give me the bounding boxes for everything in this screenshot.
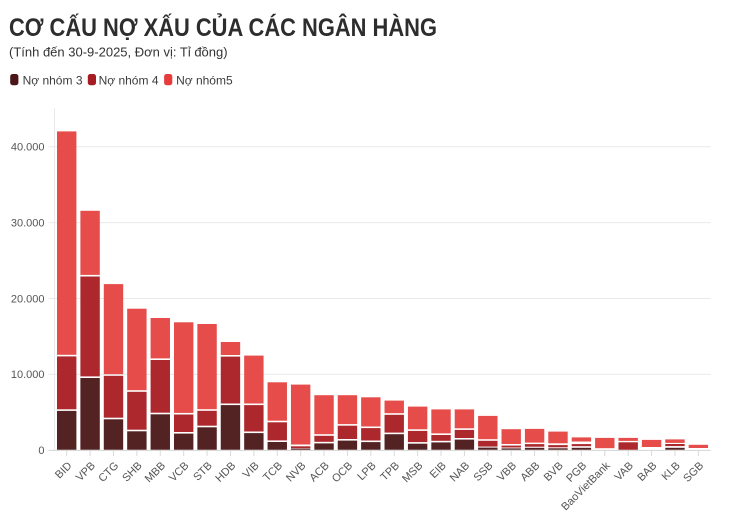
svg-text:Nợ nhóm5: Nợ nhóm5 bbox=[176, 73, 233, 87]
svg-text:CƠ CẤU NỢ XẤU CỦA CÁC NGÂN HÀN: CƠ CẤU NỢ XẤU CỦA CÁC NGÂN HÀNG bbox=[9, 12, 437, 42]
svg-text:30.000: 30.000 bbox=[11, 217, 45, 229]
svg-text:10.000: 10.000 bbox=[11, 369, 45, 381]
svg-text:(Tính đến 30-9-2025, Đơn vị: T: (Tính đến 30-9-2025, Đơn vị: Tỉ đồng) bbox=[9, 45, 228, 60]
svg-text:Nợ nhóm 3: Nợ nhóm 3 bbox=[23, 73, 83, 87]
svg-text:20.000: 20.000 bbox=[11, 293, 45, 305]
svg-text:Nợ nhóm 4: Nợ nhóm 4 bbox=[99, 73, 159, 87]
svg-text:0: 0 bbox=[38, 445, 44, 457]
svg-text:40.000: 40.000 bbox=[11, 142, 45, 154]
